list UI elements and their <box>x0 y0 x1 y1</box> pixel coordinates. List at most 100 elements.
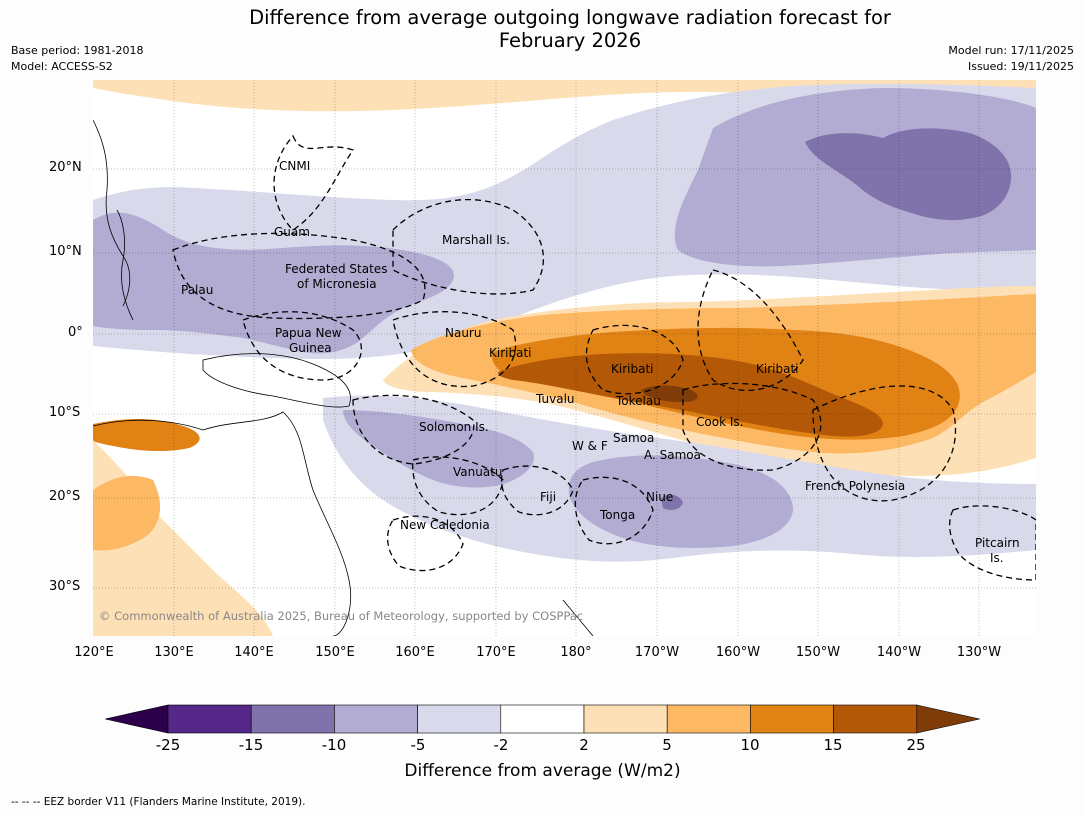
colorbar-tick-10: 10 <box>740 736 760 754</box>
lat-label-10s: 10°S <box>49 405 81 420</box>
colorbar-tick-m15: -15 <box>238 736 264 754</box>
colorbar-extend-high <box>916 704 980 734</box>
label-french-polynesia: French Polynesia <box>805 479 905 493</box>
eez-kiribati-c <box>585 324 684 395</box>
coastlines <box>93 119 594 636</box>
coast-philippines <box>116 209 134 321</box>
copyright-notice: © Commonwealth of Australia 2025, Bureau… <box>99 609 583 623</box>
lon-label-160e: 160°E <box>395 645 435 660</box>
colorbar-tick-5: 5 <box>662 736 672 754</box>
label-png-2: Guinea <box>289 341 332 355</box>
label-pitcairn-1: Pitcairn <box>975 536 1020 550</box>
lon-label-130e: 130°E <box>154 645 194 660</box>
eez-marshall <box>392 198 545 295</box>
label-kiribati-west: Kiribati <box>489 346 531 360</box>
colorbar-segment-2 <box>250 704 335 734</box>
meta-left: Base period: 1981-2018 Model: ACCESS-S2 <box>11 43 143 75</box>
lon-label-180: 180° <box>560 645 592 660</box>
label-pitcairn-2: Is. <box>990 551 1004 565</box>
eez-fiji <box>500 465 574 516</box>
base-period: Base period: 1981-2018 <box>11 44 144 57</box>
lon-label-150e: 150°E <box>315 645 355 660</box>
eez-new-caledonia <box>387 515 464 572</box>
eez-french-polynesia <box>812 385 957 502</box>
eez-cook <box>682 382 822 471</box>
colorbar-segment-6 <box>583 704 668 734</box>
colorbar-segment-3 <box>334 704 418 734</box>
anomaly-positive-australia-strong <box>93 419 200 452</box>
label-marshall: Marshall Is. <box>442 233 510 247</box>
label-tonga: Tonga <box>599 508 635 522</box>
lon-label-130w: 130°W <box>956 645 1002 660</box>
lon-label-120e: 120°E <box>74 645 114 660</box>
label-wf: W & F <box>572 439 608 453</box>
eez-cnmi <box>273 134 355 231</box>
colorbar-segment-4 <box>417 704 502 734</box>
map-panel: CNMI Guam Marshall Is. Federated States … <box>93 80 1036 636</box>
lon-label-170e: 170°E <box>476 645 516 660</box>
meta-right: Model run: 17/11/2025 Issued: 19/11/2025 <box>948 43 1074 75</box>
colorbar-tick-m5: -5 <box>410 736 426 754</box>
coast-australia <box>93 411 351 636</box>
coast-new-zealand <box>562 599 594 636</box>
colorbar-tick-m10: -10 <box>321 736 347 754</box>
eez-tonga <box>574 476 654 545</box>
region-labels: CNMI Guam Marshall Is. Federated States … <box>181 159 1020 565</box>
label-png-1: Papua New <box>275 326 342 340</box>
coast-new-guinea <box>202 353 351 408</box>
label-asamoa: A. Samoa <box>644 448 701 462</box>
colorbar-segment-8 <box>750 704 834 734</box>
lat-label-20n: 20°N <box>49 160 82 175</box>
model-name: Model: ACCESS-S2 <box>11 60 113 73</box>
coast-asia <box>93 119 131 307</box>
lon-label-170w: 170°W <box>634 645 680 660</box>
label-solomon: Solomon Is. <box>419 420 489 434</box>
lon-label-150w: 150°W <box>795 645 841 660</box>
lat-label-10n: 10°N <box>49 244 82 259</box>
colorbar-tick-m2: -2 <box>493 736 509 754</box>
colorbar-tick-15: 15 <box>823 736 843 754</box>
eez-solomon <box>352 394 475 465</box>
lat-label-0: 0° <box>68 325 83 340</box>
lon-label-140e: 140°E <box>234 645 274 660</box>
label-cook: Cook Is. <box>696 415 743 429</box>
colorbar-tick-m25: -25 <box>155 736 181 754</box>
label-kiribati-east: Kiribati <box>756 362 798 376</box>
label-tokelau: Tokelau <box>615 394 661 408</box>
colorbar-tick-2: 2 <box>579 736 589 754</box>
label-samoa: Samoa <box>613 431 654 445</box>
label-palau: Palau <box>181 283 213 297</box>
eez-vanuatu <box>412 456 504 516</box>
anomaly-negative-10-15-tonga <box>661 494 683 510</box>
model-run: Model run: 17/11/2025 <box>948 44 1074 57</box>
lon-label-140w: 140°W <box>876 645 922 660</box>
colorbar <box>105 704 980 734</box>
label-kiribati-central: Kiribati <box>611 362 653 376</box>
label-vanuatu: Vanuatu <box>453 465 503 479</box>
anomaly-positive-australia-mid <box>93 475 161 551</box>
label-new-caledonia: New Caledonia <box>400 518 490 532</box>
eez-kiribati-w <box>392 311 517 388</box>
colorbar-segment-9 <box>833 704 918 734</box>
colorbar-extend-low <box>105 704 169 734</box>
title-line-1: Difference from average outgoing longwav… <box>249 6 891 29</box>
anomaly-negative-10-15-hawaii <box>805 128 1012 221</box>
gridlines <box>93 80 1036 636</box>
colorbar-segment-5 <box>500 704 585 734</box>
chart-title: Difference from average outgoing longwav… <box>0 6 1085 52</box>
colorbar-segments <box>105 704 980 734</box>
label-nauru: Nauru <box>445 326 481 340</box>
colorbar-label: Difference from average (W/m2) <box>404 761 681 781</box>
label-fiji: Fiji <box>540 490 556 504</box>
label-fsm-1: Federated States <box>285 262 387 276</box>
eez-kiribati-e <box>697 269 804 392</box>
anomaly-positive-australia <box>93 440 273 636</box>
title-line-2: February 2026 <box>498 29 642 52</box>
label-guam: Guam <box>274 225 310 239</box>
label-fsm-2: of Micronesia <box>297 277 377 291</box>
lat-label-20s: 20°S <box>49 489 81 504</box>
label-cnmi: CNMI <box>279 159 310 173</box>
anomaly-negative-5-10-west <box>93 212 454 354</box>
lon-label-160w: 160°W <box>715 645 761 660</box>
eez-borders <box>172 134 1036 581</box>
